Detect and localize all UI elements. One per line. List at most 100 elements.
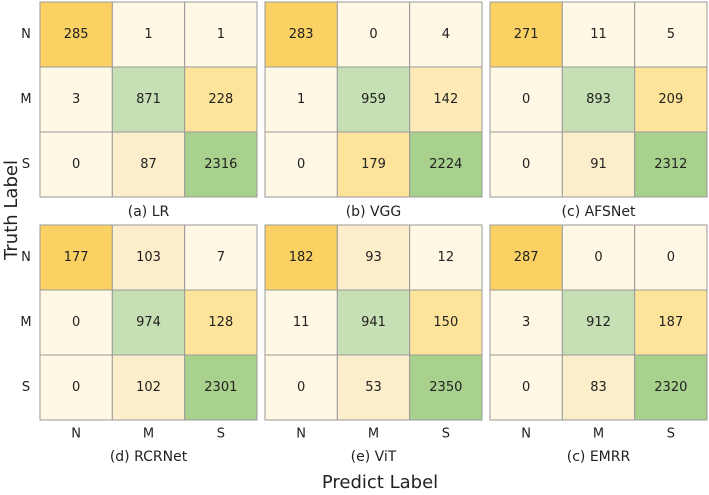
heatmap-cell [336, 224, 411, 291]
heatmap-cell [39, 289, 113, 356]
heatmap-cell [489, 1, 563, 68]
cell-value: 287 [514, 250, 539, 265]
panel-title: (c) AFSNet [562, 204, 636, 220]
cell-value: 285 [64, 27, 89, 42]
cell-value: 2301 [204, 380, 237, 395]
heatmap-cell [264, 224, 338, 291]
y-tick-label: M [20, 92, 31, 107]
cell-value: 0 [522, 380, 530, 395]
cell-value: 177 [64, 250, 89, 265]
cell-value: 93 [365, 250, 382, 265]
cell-value: 283 [289, 27, 314, 42]
cell-value: 4 [442, 27, 450, 42]
cell-value: 0 [297, 157, 305, 172]
heatmap-cell [489, 66, 563, 133]
heatmap-cell [111, 224, 186, 291]
heatmap-cell [561, 66, 636, 133]
cell-value: 3 [522, 315, 530, 330]
cell-value: 0 [594, 250, 602, 265]
cell-value: 0 [72, 315, 80, 330]
y-tick-label: N [21, 250, 31, 265]
heatmap-cell [39, 354, 113, 421]
cell-value: 1 [297, 92, 305, 107]
cell-value: 12 [438, 250, 455, 265]
cell-value: 893 [586, 92, 611, 107]
heatmap-cell [409, 224, 483, 291]
heatmap-cell [39, 1, 113, 68]
x-tick-label: S [217, 427, 225, 442]
panel-title: (b) VGG [346, 204, 402, 220]
heatmap-cell [409, 289, 483, 356]
cell-value: 142 [433, 92, 458, 107]
cell-value: 1 [144, 27, 152, 42]
cell-value: 187 [658, 315, 683, 330]
cell-value: 871 [136, 92, 161, 107]
heatmap-cell [634, 1, 708, 68]
heatmap-cell [184, 224, 258, 291]
cell-value: 2312 [654, 157, 687, 172]
heatmap-cell [409, 1, 483, 68]
heatmap-cell [634, 354, 708, 421]
heatmap-cell [111, 131, 186, 198]
cell-value: 179 [361, 157, 386, 172]
heatmap-cell [264, 1, 338, 68]
heatmap-cell [336, 66, 411, 133]
cell-value: 2320 [654, 380, 687, 395]
cell-value: 7 [217, 250, 225, 265]
heatmap-cell [561, 289, 636, 356]
cell-value: 209 [658, 92, 683, 107]
heatmap-cell [634, 289, 708, 356]
heatmap-cell [264, 289, 338, 356]
cell-value: 91 [590, 157, 607, 172]
cell-value: 128 [208, 315, 233, 330]
cell-value: 941 [361, 315, 386, 330]
cell-value: 912 [586, 315, 611, 330]
cell-value: 182 [289, 250, 314, 265]
cell-value: 5 [667, 27, 675, 42]
cell-value: 959 [361, 92, 386, 107]
cell-value: 11 [590, 27, 607, 42]
cell-value: 228 [208, 92, 233, 107]
heatmap-cell [111, 1, 186, 68]
heatmap-cell [336, 131, 411, 198]
heatmap-cell [264, 354, 338, 421]
cell-value: 0 [522, 157, 530, 172]
x-tick-label: M [368, 427, 379, 442]
y-axis-label: Truth Label [1, 160, 22, 261]
heatmap-cell [409, 66, 483, 133]
x-axis-label: Predict Label [322, 472, 438, 493]
heatmap-cell [184, 1, 258, 68]
cell-value: 0 [667, 250, 675, 265]
cell-value: 87 [140, 157, 157, 172]
cell-value: 0 [297, 380, 305, 395]
y-tick-label: M [20, 315, 31, 330]
heatmap-cell [634, 131, 708, 198]
heatmap-cell [561, 224, 636, 291]
cell-value: 2350 [429, 380, 462, 395]
cell-value: 103 [136, 250, 161, 265]
y-tick-label: S [22, 157, 30, 172]
heatmap-cell [39, 66, 113, 133]
y-tick-label: N [21, 27, 31, 42]
cell-value: 1 [217, 27, 225, 42]
panel-title: (a) LR [128, 204, 170, 220]
cell-value: 150 [433, 315, 458, 330]
heatmap-cell [489, 131, 563, 198]
heatmap-cell [634, 224, 708, 291]
heatmap-cell [489, 289, 563, 356]
y-tick-label: S [22, 380, 30, 395]
cell-value: 271 [514, 27, 539, 42]
heatmap-cell [39, 131, 113, 198]
panel-title: (c) EMRR [567, 449, 631, 465]
x-tick-label: S [442, 427, 450, 442]
cell-value: 0 [72, 380, 80, 395]
heatmap-cell [111, 354, 186, 421]
heatmap-cell [184, 131, 258, 198]
heatmap-cell [264, 131, 338, 198]
cell-value: 102 [136, 380, 161, 395]
heatmap-cell [561, 1, 636, 68]
cell-value: 0 [369, 27, 377, 42]
heatmap-cell [489, 224, 563, 291]
x-tick-label: M [593, 427, 604, 442]
